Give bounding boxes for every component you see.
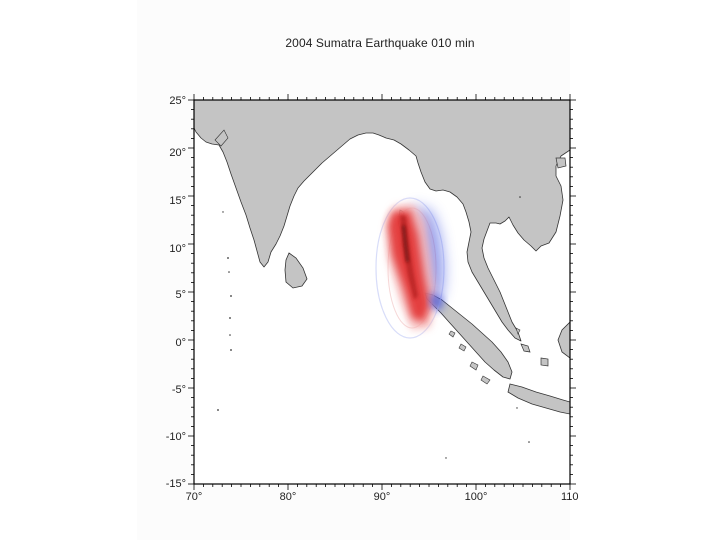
small-islands [217,196,530,459]
x-tick-label: 70° [186,491,203,503]
island-java [507,383,570,415]
y-tick-label: 25° [169,95,186,107]
y-tick-label: 15° [169,195,186,207]
wave-field [386,204,444,330]
y-tick-label: 10° [169,243,186,255]
island-sumatra [424,292,513,380]
y-tick-label: -10° [166,431,186,443]
x-tick-label: 100° [465,491,488,503]
x-axis-labels: 70° 80° 90° 100° 110 [186,491,579,503]
x-tick-label: 80° [280,491,297,503]
x-tick-label: 90° [374,491,391,503]
island-borneo [557,321,570,359]
y-tick-label: -5° [172,384,186,396]
y-tick-label: 0° [175,337,186,349]
island-sri-lanka [284,252,308,289]
mainland-asia [194,100,570,342]
y-tick-label: 20° [169,147,186,159]
page-title: 2004 Sumatra Earthquake 010 min [285,36,475,50]
frame-ticks [188,94,576,490]
y-tick-label: -15° [166,478,186,490]
y-tick-label: 5° [175,289,186,301]
x-tick-label: 110 [561,491,579,503]
y-axis-labels: 25° 20° 15° 10° 5° 0° -5° -10° -15° [166,95,186,490]
